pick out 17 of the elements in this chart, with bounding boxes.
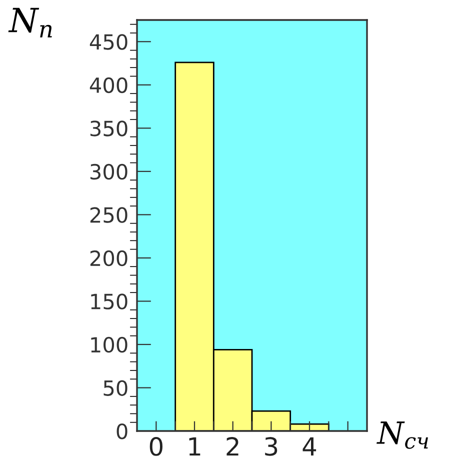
y-tick-label: 250 xyxy=(90,207,128,223)
y-tick-label: 150 xyxy=(91,294,128,310)
y-tick-label: 100 xyxy=(91,336,128,353)
x-tick-label: 2 xyxy=(226,436,238,456)
x-tick-label: 0 xyxy=(150,436,162,456)
y-tick-label: 450 xyxy=(90,34,128,50)
x-axis-title: N$_{сч}$ xyxy=(376,421,428,449)
y-tick-label: 200 xyxy=(90,250,128,266)
y-tick-label: 50 xyxy=(104,380,128,396)
y-tick-label: 400 xyxy=(90,77,128,94)
y-tick-label: 350 xyxy=(90,120,128,136)
x-tick-label: 3 xyxy=(265,436,278,456)
y-axis-title: N$_{n}$ xyxy=(8,8,52,38)
x-tick-label: 1 xyxy=(189,437,200,456)
y-tick-label: 0 xyxy=(116,423,128,440)
x-tick-label: 4 xyxy=(302,437,316,456)
y-tick-label: 300 xyxy=(90,164,128,180)
